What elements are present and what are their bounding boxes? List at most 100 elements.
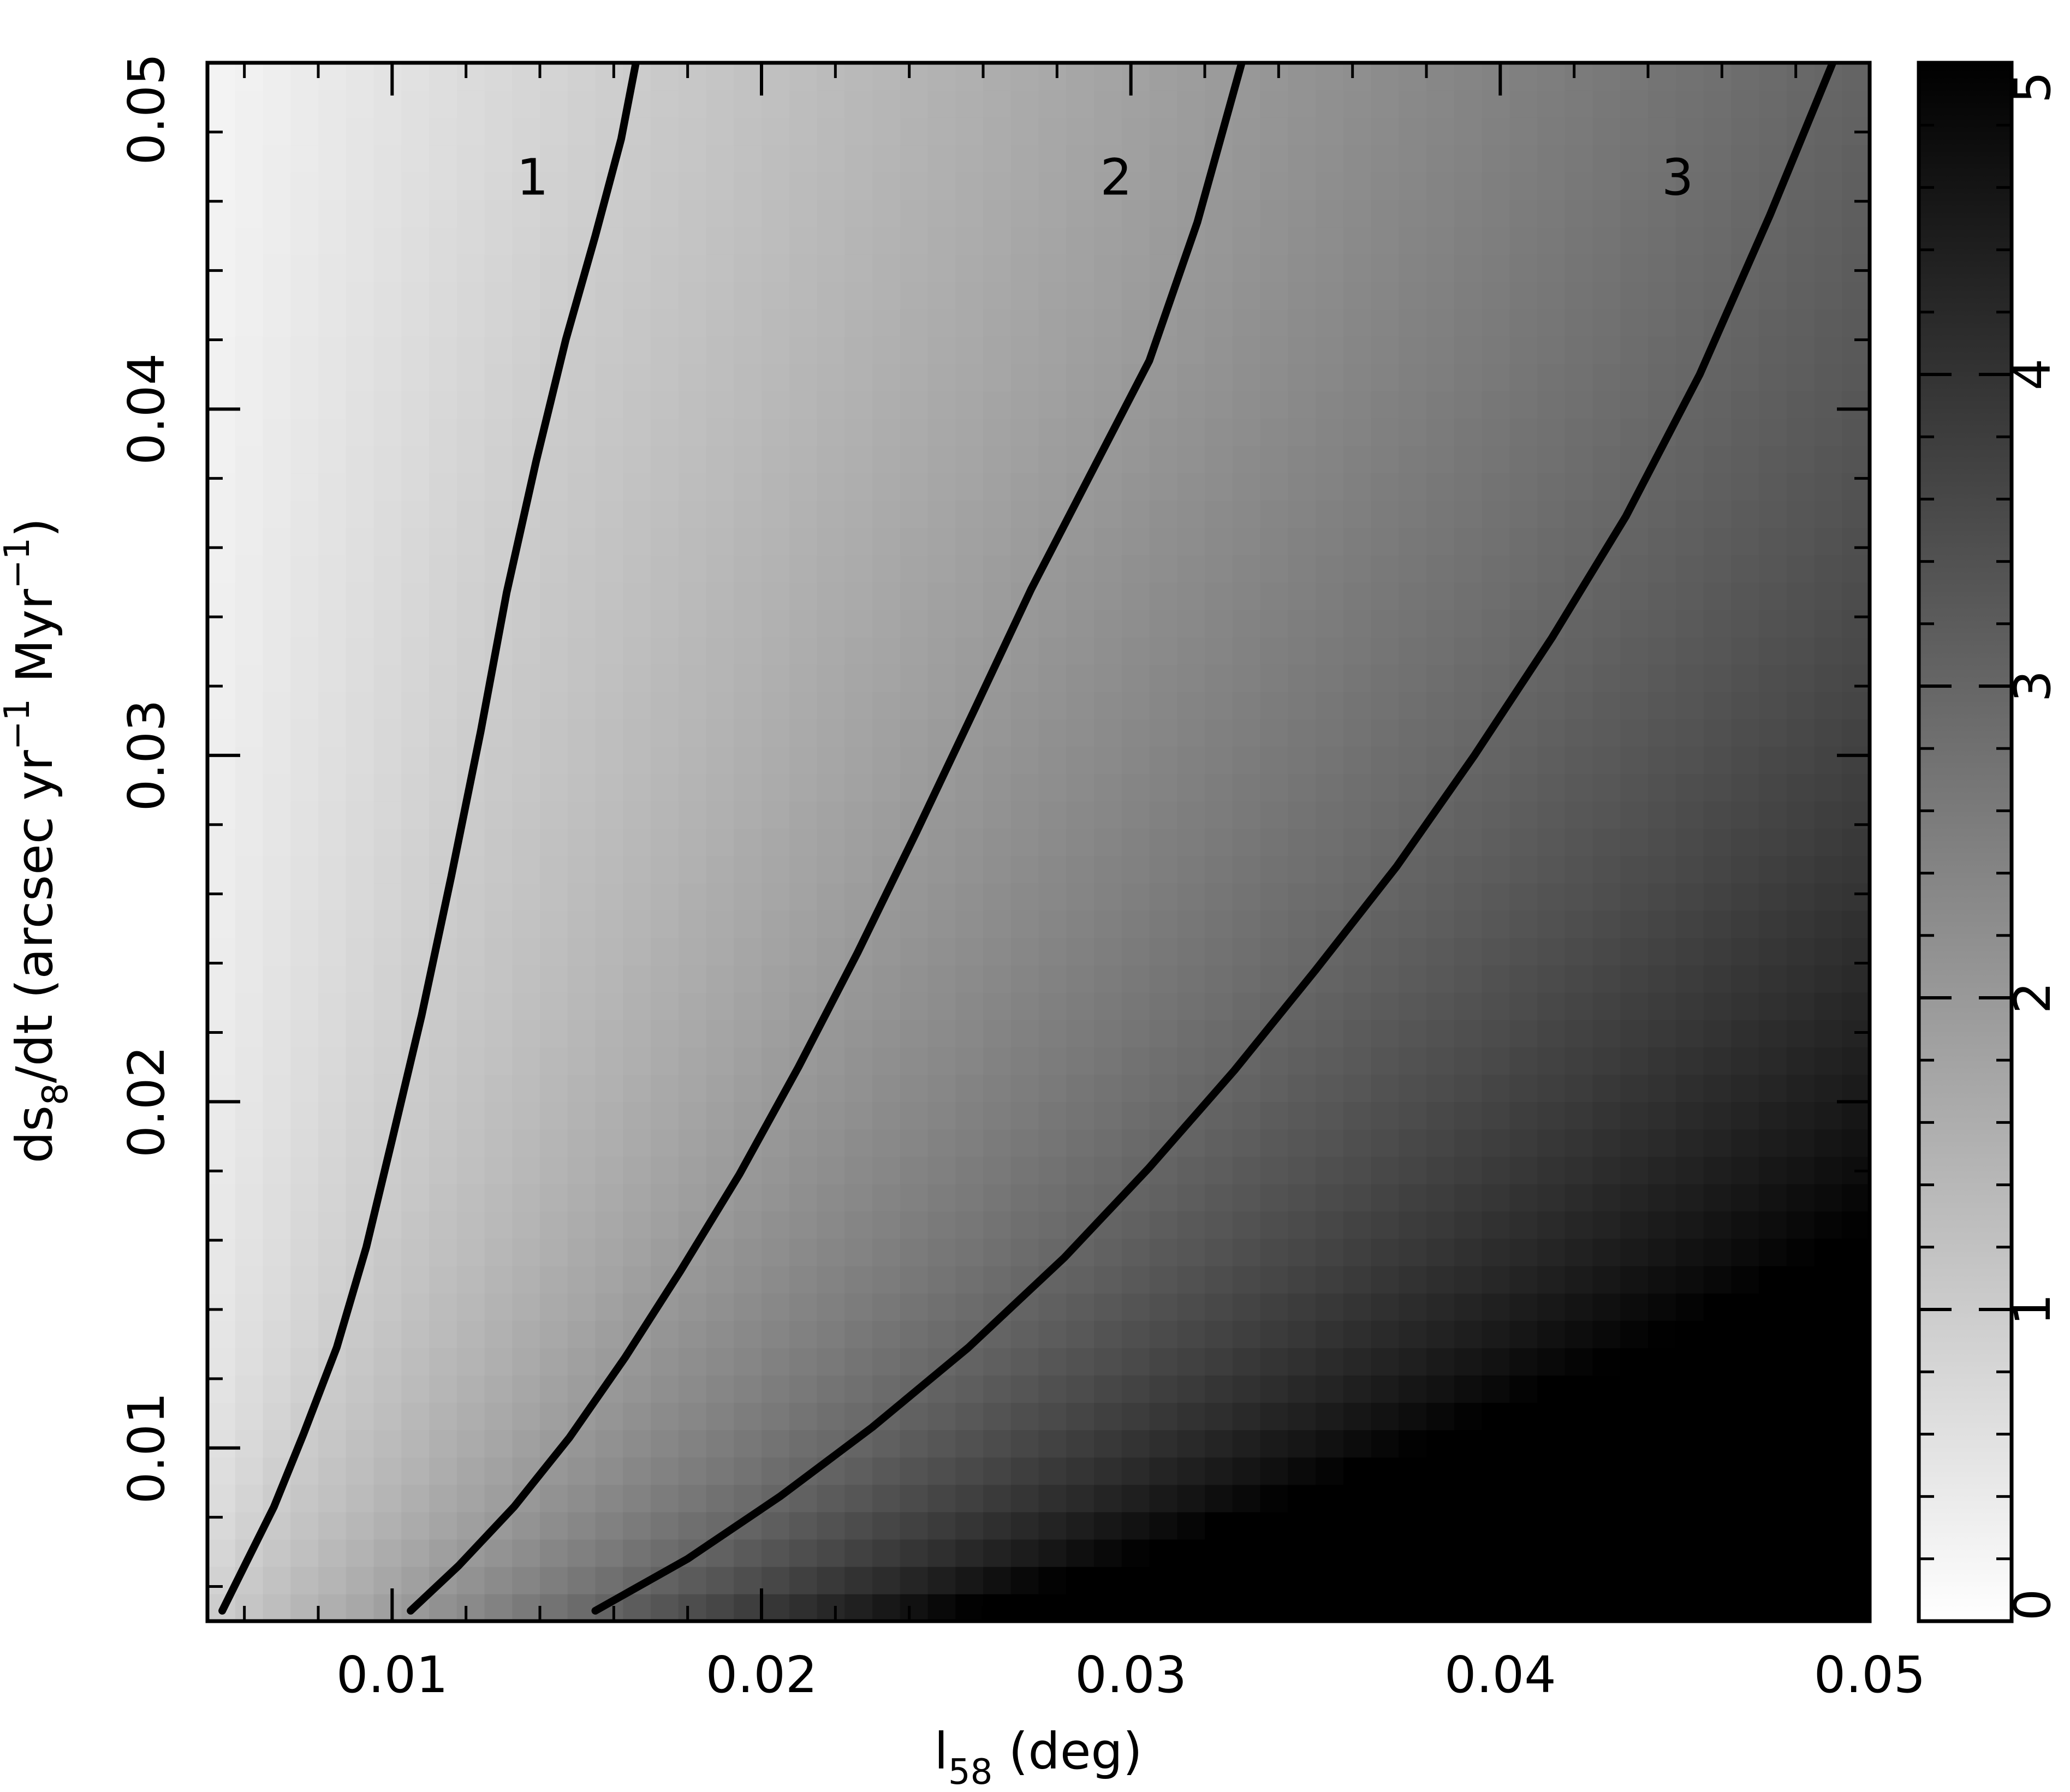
- heatmap-cell: [263, 363, 292, 391]
- heatmap-cell: [1066, 1183, 1095, 1212]
- heatmap-cell: [1454, 281, 1483, 309]
- heatmap-cell: [567, 1265, 596, 1294]
- heatmap-cell: [595, 1156, 624, 1184]
- heatmap-cell: [762, 992, 790, 1020]
- heatmap-cell: [1038, 391, 1067, 419]
- heatmap-cell: [983, 910, 1012, 938]
- heatmap-cell: [1786, 692, 1815, 719]
- heatmap-cell: [1620, 1265, 1649, 1294]
- heatmap-cell: [1232, 1402, 1261, 1431]
- heatmap-cell: [1232, 1102, 1261, 1130]
- heatmap-cell: [1454, 1511, 1483, 1540]
- heatmap-cell: [1149, 391, 1178, 419]
- heatmap-cell: [1759, 1375, 1787, 1403]
- heatmap-cell: [1842, 199, 1870, 228]
- heatmap-cell: [1260, 664, 1289, 692]
- heatmap-cell: [318, 883, 347, 911]
- heatmap-cell: [817, 609, 846, 638]
- heatmap-cell: [207, 1320, 236, 1348]
- heatmap-cell: [1260, 145, 1289, 173]
- heatmap-cell: [983, 1539, 1012, 1567]
- heatmap-cell: [1343, 63, 1372, 91]
- heatmap-cell: [1759, 1020, 1787, 1047]
- heatmap-cell: [263, 965, 292, 993]
- heatmap-cell: [512, 1511, 540, 1540]
- heatmap-cell: [1509, 1402, 1538, 1431]
- heatmap-cell: [318, 1211, 347, 1239]
- heatmap-cell: [1731, 992, 1759, 1020]
- heatmap-cell: [401, 1511, 430, 1540]
- heatmap-cell: [1731, 1074, 1759, 1103]
- heatmap-cell: [1038, 937, 1067, 966]
- heatmap-cell: [595, 1211, 624, 1239]
- heatmap-cell: [1426, 1129, 1455, 1157]
- heatmap-cell: [872, 445, 901, 474]
- heatmap-cell: [1482, 1375, 1510, 1403]
- heatmap-cell: [1482, 1402, 1510, 1431]
- heatmap-cell: [1232, 500, 1261, 528]
- heatmap-cell: [678, 1020, 707, 1047]
- heatmap-cell: [1260, 172, 1289, 200]
- heatmap-cell: [484, 1430, 513, 1458]
- heatmap-cell: [734, 445, 762, 474]
- heatmap-cell: [983, 883, 1012, 911]
- heatmap-cell: [401, 473, 430, 501]
- heatmap-cell: [1121, 582, 1150, 610]
- heatmap-cell: [1260, 1129, 1289, 1157]
- heatmap-cell: [762, 910, 790, 938]
- heatmap-cell: [872, 336, 901, 364]
- heatmap-cell: [1343, 636, 1372, 665]
- heatmap-cell: [1399, 391, 1427, 419]
- heatmap-cell: [1592, 1211, 1621, 1239]
- heatmap-cell: [983, 1074, 1012, 1103]
- heatmap-cell: [734, 692, 762, 719]
- heatmap-cell: [1149, 582, 1178, 610]
- heatmap-cell: [1094, 965, 1122, 993]
- heatmap-cell: [734, 965, 762, 993]
- heatmap-cell: [401, 555, 430, 583]
- heatmap-cell: [595, 1566, 624, 1594]
- heatmap-cell: [872, 308, 901, 337]
- heatmap-cell: [1509, 910, 1538, 938]
- heatmap-cell: [1399, 199, 1427, 228]
- heatmap-cell: [456, 636, 485, 665]
- contour-lines: [218, 63, 1837, 1615]
- heatmap-cell: [235, 664, 264, 692]
- heatmap-cell: [1343, 1156, 1372, 1184]
- heatmap-cell: [1565, 828, 1593, 856]
- heatmap-cell: [484, 1375, 513, 1403]
- heatmap-cell: [1565, 1402, 1593, 1431]
- heatmap-cell: [983, 582, 1012, 610]
- heatmap-cell: [540, 1074, 568, 1103]
- heatmap-cell: [1842, 1484, 1870, 1513]
- heatmap-cell: [678, 500, 707, 528]
- heatmap-cell: [512, 1375, 540, 1403]
- heatmap-cell: [567, 719, 596, 747]
- heatmap-cell: [1731, 937, 1759, 966]
- heatmap-cell: [540, 1293, 568, 1321]
- heatmap-cell: [1592, 391, 1621, 419]
- heatmap-cell: [1371, 801, 1400, 829]
- heatmap-cell: [955, 1593, 984, 1621]
- heatmap-cell: [1038, 1293, 1067, 1321]
- heatmap-cell: [844, 473, 873, 501]
- heatmap-cell: [1759, 63, 1787, 91]
- heatmap-cell: [678, 117, 707, 146]
- heatmap-cell: [290, 1047, 319, 1075]
- heatmap-cell: [1509, 582, 1538, 610]
- heatmap-cell: [1731, 1457, 1759, 1485]
- heatmap-cell: [1316, 855, 1344, 884]
- heatmap-cell: [512, 199, 540, 228]
- heatmap-cell: [651, 855, 679, 884]
- heatmap-cell: [1010, 828, 1039, 856]
- heatmap-cell: [1675, 1375, 1704, 1403]
- heatmap-cell: [1232, 418, 1261, 446]
- heatmap-cell: [1565, 937, 1593, 966]
- heatmap-cell: [927, 1457, 956, 1485]
- heatmap-cell: [927, 391, 956, 419]
- heatmap-cell: [1592, 1566, 1621, 1594]
- heatmap-cell: [872, 1156, 901, 1184]
- heatmap-cell: [1703, 145, 1732, 173]
- heatmap-cell: [734, 527, 762, 556]
- heatmap-cell: [983, 1430, 1012, 1458]
